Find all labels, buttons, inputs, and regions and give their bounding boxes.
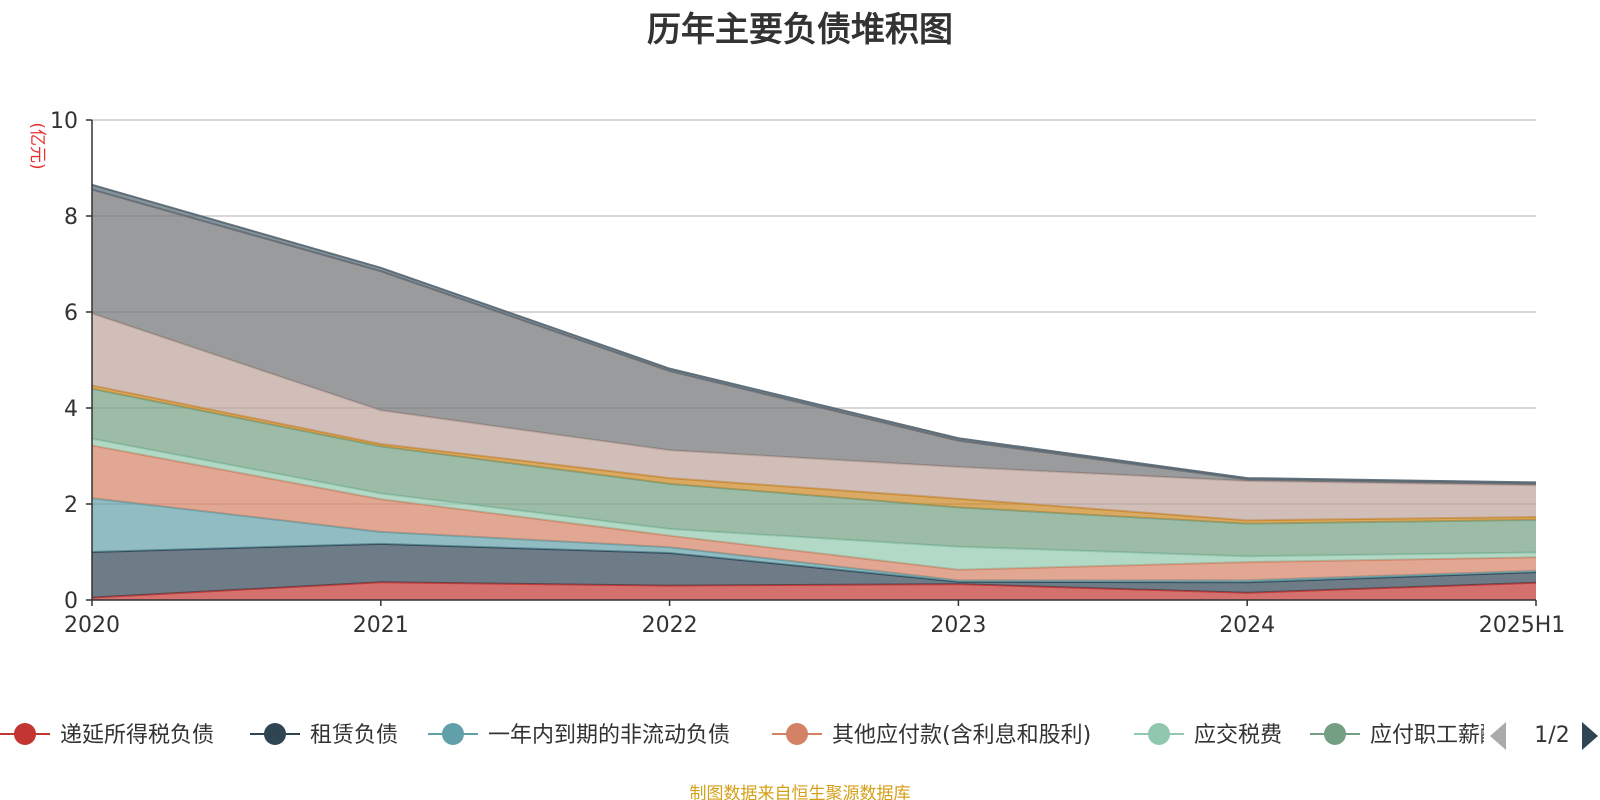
area-series-6 xyxy=(92,388,1536,557)
legend-marker xyxy=(1324,723,1346,745)
chart-title: 历年主要负债堆积图 xyxy=(647,10,953,50)
legend-item-1[interactable]: 递延所得税负债 xyxy=(0,723,214,748)
legend-item-5[interactable]: 应交税费 xyxy=(1134,723,1282,748)
legend-marker xyxy=(786,723,808,745)
legend-label: 一年内到期的非流动负债 xyxy=(488,723,730,748)
x-tick-label: 2024 xyxy=(1219,613,1275,638)
legend-label: 其他应付款(含利息和股利) xyxy=(832,723,1091,748)
x-tick-label: 2022 xyxy=(642,613,698,638)
x-tick-label: 2025H1 xyxy=(1479,613,1566,638)
y-tick-label: 2 xyxy=(64,493,78,518)
legend-next-icon[interactable] xyxy=(1582,722,1598,750)
legend-label: 租赁负债 xyxy=(310,723,398,748)
line-series-10 xyxy=(91,183,1537,484)
area-series-3 xyxy=(92,498,1536,583)
x-tick-label: 2021 xyxy=(353,613,409,638)
area-series-9 xyxy=(92,189,1536,486)
x-tick-label: 2020 xyxy=(64,613,120,638)
area-series-1 xyxy=(92,582,1536,600)
y-axis-unit-label: (亿元) xyxy=(27,122,47,169)
area-layers xyxy=(91,183,1537,600)
legend-prev-icon[interactable] xyxy=(1490,722,1506,750)
legend-item-3[interactable]: 一年内到期的非流动负债 xyxy=(428,723,730,748)
legend-page-indicator: 1/2 xyxy=(1534,723,1569,748)
legend-item-4[interactable]: 其他应付款(含利息和股利) xyxy=(772,723,1091,748)
legend-marker xyxy=(264,723,286,745)
y-tick-label: 10 xyxy=(50,109,78,134)
y-tick-label: 8 xyxy=(64,205,78,230)
area-series-5 xyxy=(92,438,1536,570)
legend-marker xyxy=(442,723,464,745)
y-tick-label: 4 xyxy=(64,397,78,422)
legend-label: 递延所得税负债 xyxy=(60,723,214,748)
legend-marker xyxy=(1148,723,1170,745)
legend-item-6[interactable]: 应付职工薪酬 xyxy=(1310,723,1502,748)
area-series-2 xyxy=(92,543,1536,598)
legend-label: 应付职工薪酬 xyxy=(1370,723,1502,748)
legend-item-2[interactable]: 租赁负债 xyxy=(250,723,398,748)
area-series-8 xyxy=(92,313,1536,521)
legend-label: 应交税费 xyxy=(1194,723,1282,748)
legend-items: 递延所得税负债 租赁负债 一年内到期的非流动负债 其他应付款(含利息和股利) 应交税费 应… xyxy=(0,723,1502,748)
y-tick-label: 6 xyxy=(64,301,78,326)
chart-source-note: 制图数据来自恒生聚源数据库 xyxy=(689,784,911,800)
x-tick-label: 2023 xyxy=(930,613,986,638)
y-tick-label: 0 xyxy=(64,589,78,614)
legend: 递延所得税负债 租赁负债 一年内到期的非流动负债 其他应付款(含利息和股利) 应交税费 应… xyxy=(0,722,1598,750)
legend-marker xyxy=(14,723,36,745)
